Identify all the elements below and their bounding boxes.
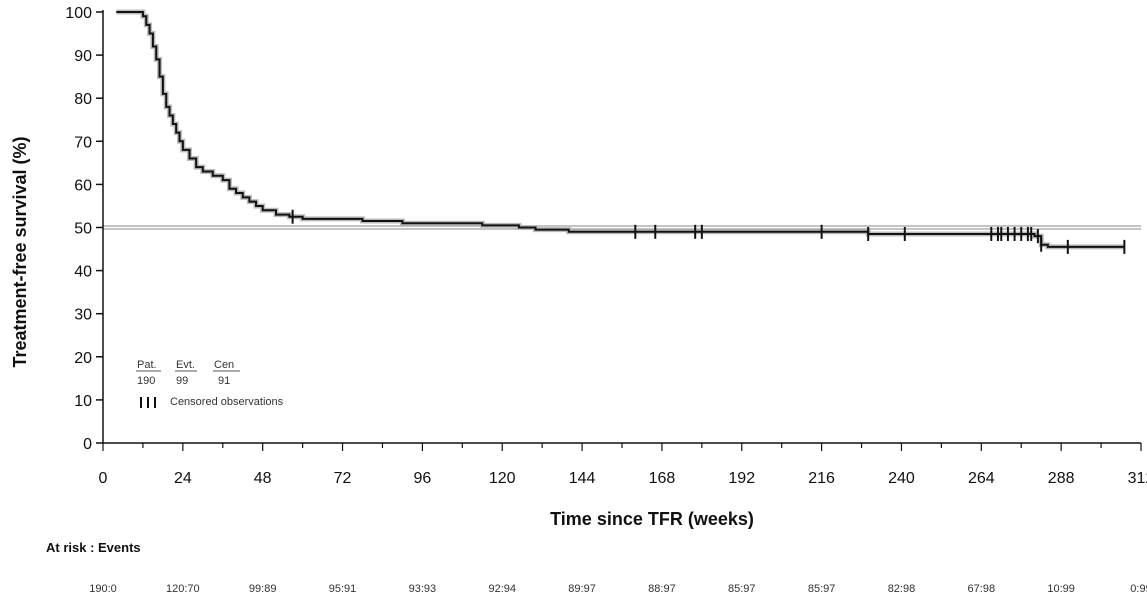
y-axis-title: Treatment-free survival (%)	[10, 136, 30, 367]
survival-curve	[116, 11, 1125, 248]
censor-legend-icon	[140, 397, 156, 408]
y-tick-label: 0	[83, 436, 92, 453]
at-risk-value: 89:97	[568, 583, 596, 595]
x-tick-label: 288	[1048, 470, 1075, 487]
at-risk-value: 85:97	[808, 583, 836, 595]
x-tick-label: 96	[413, 470, 431, 487]
survival-curve-halo	[116, 9, 1125, 250]
x-tick-label: 0	[99, 470, 108, 487]
y-tick-label: 80	[74, 91, 92, 108]
legend: Pat. Evt. Cen 190 99 91 Censored observa…	[136, 359, 284, 408]
at-risk-value: 190:0	[89, 583, 117, 595]
legend-header-pat: Pat.	[137, 359, 157, 371]
y-tick-label: 90	[74, 48, 92, 65]
at-risk-title: At risk : Events	[46, 540, 141, 555]
at-risk-value: 92:94	[488, 583, 516, 595]
y-tick-label: 70	[74, 134, 92, 151]
at-risk-value: 120:70	[166, 583, 200, 595]
y-tick-label: 30	[74, 307, 92, 324]
legend-value-cen: 91	[218, 375, 230, 387]
x-tick-label: 144	[569, 470, 596, 487]
at-risk-value: 88:97	[648, 583, 676, 595]
at-risk-value: 82:98	[888, 583, 916, 595]
y-tick-label: 100	[65, 5, 92, 22]
x-tick-label: 120	[489, 470, 516, 487]
legend-value-evt: 99	[176, 375, 188, 387]
y-tick-label: 60	[74, 177, 92, 194]
x-tick-label: 192	[728, 470, 755, 487]
y-tick-label: 40	[74, 264, 92, 281]
at-risk-value: 0:99	[1130, 583, 1147, 595]
at-risk-value: 67:98	[968, 583, 996, 595]
legend-header-evt: Evt.	[176, 359, 195, 371]
x-tick-label: 72	[334, 470, 352, 487]
x-tick-label: 264	[968, 470, 995, 487]
x-axis-title: Time since TFR (weeks)	[550, 509, 754, 529]
y-tick-label: 20	[74, 350, 92, 367]
x-tick-label: 216	[808, 470, 835, 487]
legend-header-cen: Cen	[214, 359, 234, 371]
y-tick-label: 50	[74, 221, 92, 238]
x-tick-label: 312	[1128, 470, 1147, 487]
at-risk-value: 95:91	[329, 583, 357, 595]
x-tick-label: 168	[649, 470, 676, 487]
at-risk-value: 10:99	[1047, 583, 1075, 595]
at-risk-value: 85:97	[728, 583, 756, 595]
x-tick-label: 240	[888, 470, 915, 487]
legend-censored-label: Censored observations	[170, 396, 284, 408]
x-tick-label: 48	[254, 470, 272, 487]
x-tick-label: 24	[174, 470, 192, 487]
at-risk-value: 99:89	[249, 583, 277, 595]
at-risk-value: 93:93	[409, 583, 437, 595]
legend-value-pat: 190	[137, 375, 155, 387]
y-tick-label: 10	[74, 393, 92, 410]
